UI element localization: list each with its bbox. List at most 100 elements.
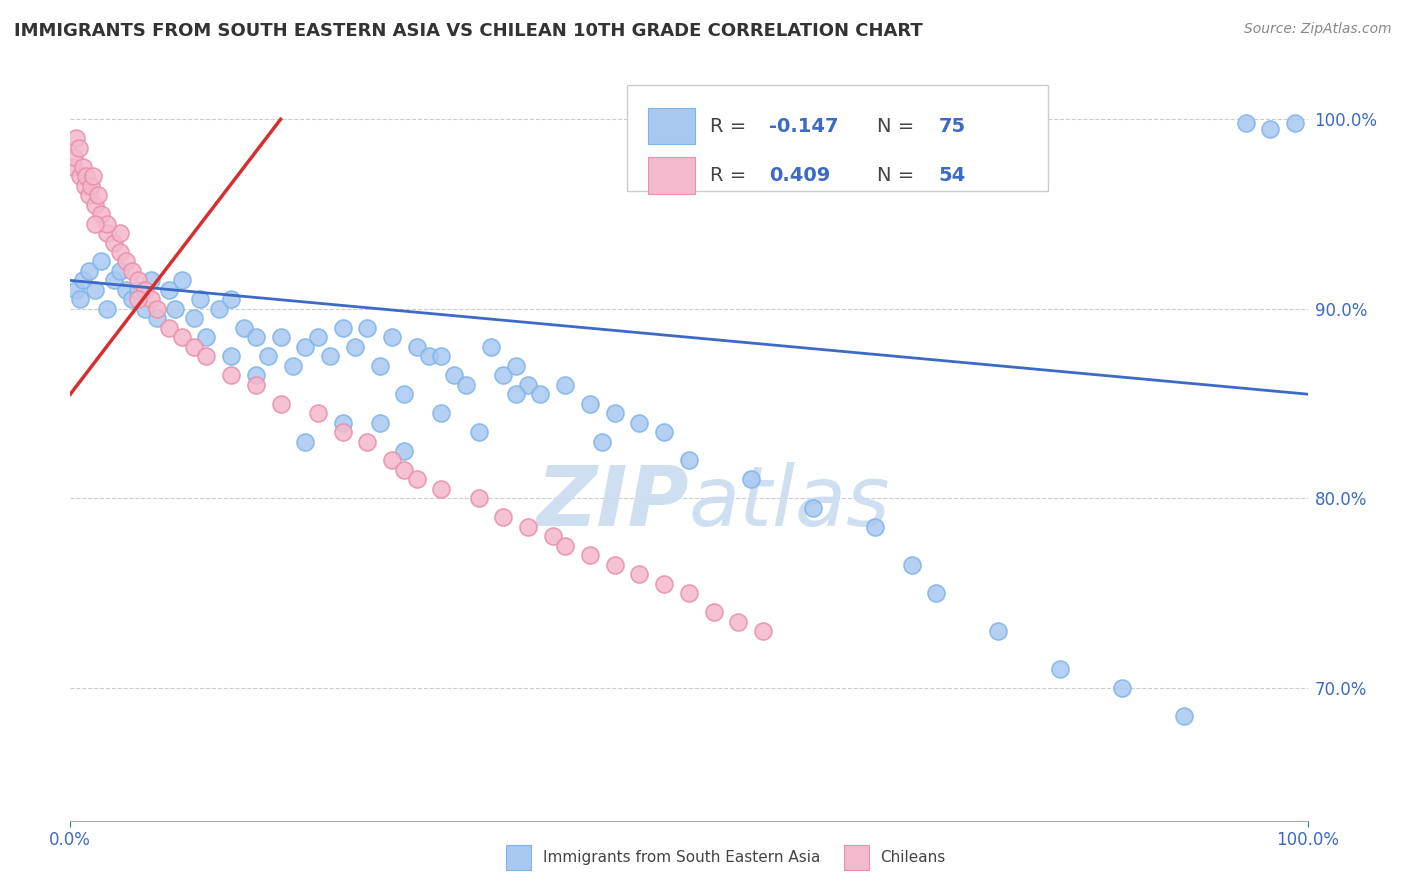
Point xyxy=(103,273,125,287)
Point xyxy=(1234,116,1257,130)
Point xyxy=(703,605,725,619)
Text: IMMIGRANTS FROM SOUTH EASTERN ASIA VS CHILEAN 10TH GRADE CORRELATION CHART: IMMIGRANTS FROM SOUTH EASTERN ASIA VS CH… xyxy=(14,22,922,40)
Point xyxy=(134,283,156,297)
Point xyxy=(381,330,404,344)
Text: N =: N = xyxy=(877,117,921,136)
Point xyxy=(332,321,354,335)
Point xyxy=(492,510,515,524)
Point xyxy=(1111,681,1133,695)
Point xyxy=(430,349,453,363)
Point xyxy=(356,434,378,449)
Point xyxy=(108,226,131,240)
Text: atlas: atlas xyxy=(689,462,890,542)
Point xyxy=(1260,121,1282,136)
Point xyxy=(281,359,304,373)
Point xyxy=(75,169,97,184)
Point xyxy=(157,283,180,297)
Point xyxy=(65,283,87,297)
Point xyxy=(146,311,169,326)
Point xyxy=(456,377,478,392)
Point xyxy=(356,321,378,335)
Point xyxy=(505,359,527,373)
Point xyxy=(270,330,292,344)
Point xyxy=(1284,116,1306,130)
Point xyxy=(628,567,651,582)
Point xyxy=(62,160,84,174)
Point xyxy=(678,586,700,600)
Point xyxy=(752,624,775,639)
Point xyxy=(394,463,416,477)
Text: N =: N = xyxy=(877,166,921,185)
Point xyxy=(170,330,193,344)
Point xyxy=(925,586,948,600)
Bar xyxy=(648,108,695,145)
Point xyxy=(127,293,149,307)
Point xyxy=(541,529,564,543)
Point xyxy=(294,434,316,449)
Point xyxy=(108,244,131,259)
Text: Chileans: Chileans xyxy=(880,850,945,864)
Point xyxy=(245,377,267,392)
Point xyxy=(529,387,551,401)
Text: Source: ZipAtlas.com: Source: ZipAtlas.com xyxy=(1244,22,1392,37)
Point xyxy=(77,188,100,202)
Text: -0.147: -0.147 xyxy=(769,117,839,136)
Point xyxy=(394,387,416,401)
Point xyxy=(591,434,613,449)
Point xyxy=(319,349,342,363)
Point xyxy=(115,283,138,297)
Point xyxy=(80,178,103,193)
Point xyxy=(170,273,193,287)
Point xyxy=(96,301,118,316)
Point xyxy=(195,330,218,344)
Point xyxy=(394,444,416,458)
Point xyxy=(467,425,489,439)
Point xyxy=(467,491,489,506)
Point xyxy=(554,377,576,392)
Point xyxy=(96,217,118,231)
Point xyxy=(801,500,824,515)
Point xyxy=(987,624,1010,639)
Point xyxy=(84,217,107,231)
Point xyxy=(405,473,427,487)
Point xyxy=(82,169,104,184)
Point xyxy=(343,340,366,354)
Text: 75: 75 xyxy=(939,117,966,136)
Point xyxy=(121,264,143,278)
Text: 54: 54 xyxy=(939,166,966,185)
Point xyxy=(103,235,125,250)
Point xyxy=(183,340,205,354)
Point xyxy=(245,330,267,344)
Point xyxy=(900,558,922,572)
Point xyxy=(307,330,329,344)
Point xyxy=(84,197,107,211)
Point xyxy=(69,169,91,184)
Point xyxy=(863,520,886,534)
Point xyxy=(1173,709,1195,723)
Point xyxy=(727,615,749,629)
Point xyxy=(84,283,107,297)
Point xyxy=(69,293,91,307)
Point xyxy=(368,416,391,430)
Point xyxy=(208,301,231,316)
Point xyxy=(75,178,97,193)
Point xyxy=(188,293,211,307)
Point xyxy=(72,273,94,287)
FancyBboxPatch shape xyxy=(627,85,1047,191)
Point xyxy=(115,254,138,268)
Point xyxy=(90,207,112,221)
Point xyxy=(430,406,453,420)
Point xyxy=(652,576,675,591)
Point xyxy=(90,254,112,268)
Point xyxy=(139,293,162,307)
Bar xyxy=(648,157,695,194)
Point xyxy=(157,321,180,335)
Point xyxy=(127,273,149,287)
Point xyxy=(72,160,94,174)
Point xyxy=(96,226,118,240)
Point xyxy=(307,406,329,420)
Point xyxy=(579,397,602,411)
Text: R =: R = xyxy=(710,117,752,136)
Point xyxy=(219,293,242,307)
Point xyxy=(603,406,626,420)
